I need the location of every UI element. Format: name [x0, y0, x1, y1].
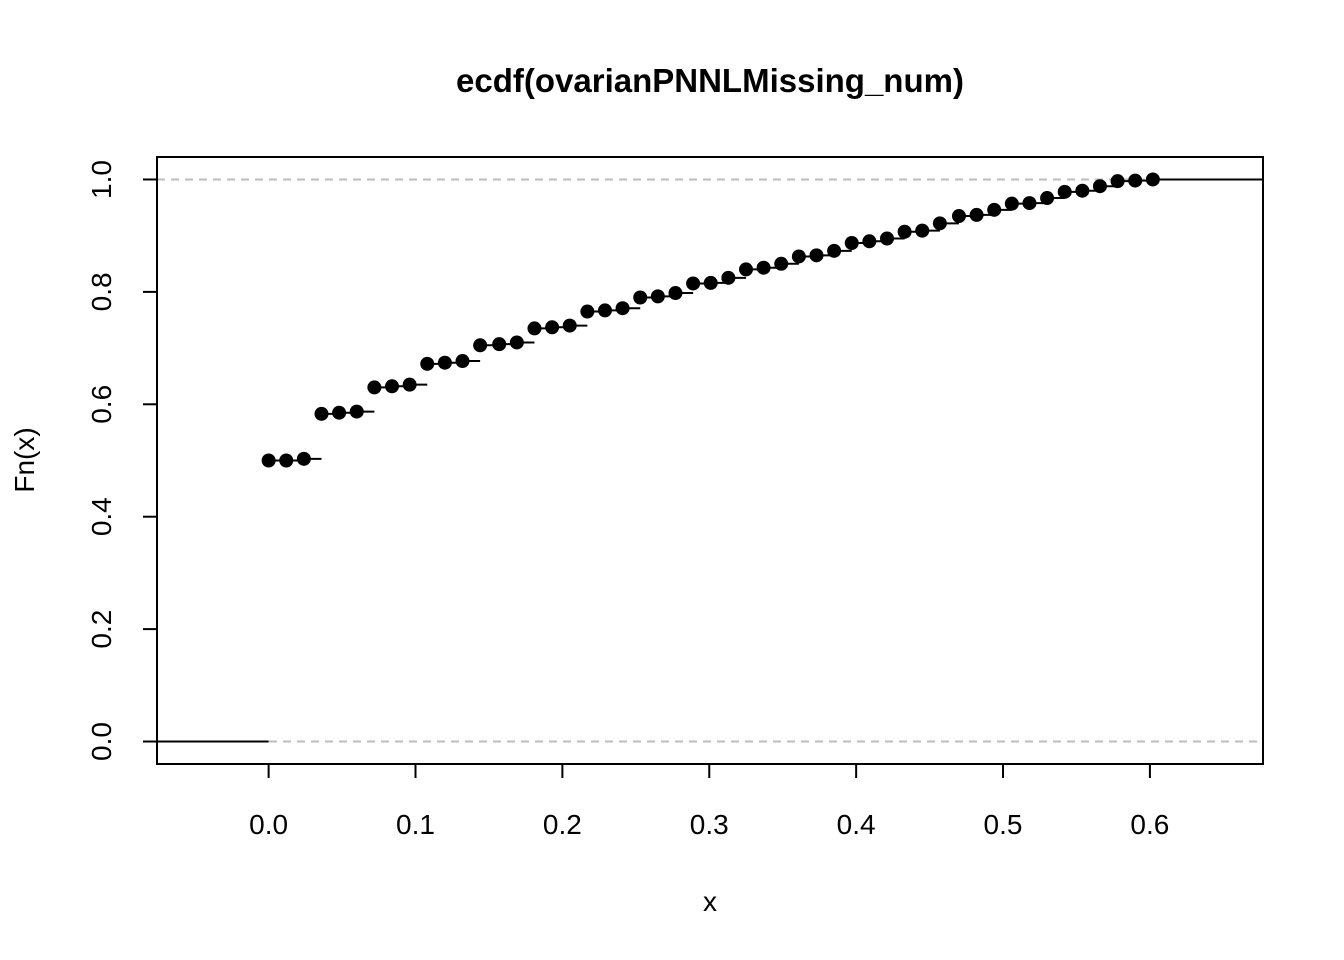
data-point — [809, 248, 824, 263]
data-point — [686, 276, 701, 291]
data-point — [951, 209, 966, 224]
data-point — [580, 304, 595, 319]
data-point — [261, 453, 276, 468]
y-tick-label: 0.6 — [86, 385, 117, 424]
ecdf-points — [261, 172, 1160, 468]
data-point — [455, 354, 470, 369]
data-point — [527, 321, 542, 336]
data-point — [633, 290, 648, 305]
data-point — [296, 451, 311, 466]
data-point — [827, 243, 842, 258]
x-axis: 0.0 0.1 0.2 0.3 0.4 0.5 0.6 — [249, 763, 1169, 840]
data-point — [1004, 196, 1019, 211]
data-point — [791, 249, 806, 264]
data-point — [650, 289, 665, 304]
data-point — [509, 335, 524, 350]
x-tick-label: 0.2 — [543, 809, 582, 840]
x-tick-label: 0.5 — [984, 809, 1023, 840]
y-tick-label: 0.8 — [86, 272, 117, 311]
data-point — [1092, 179, 1107, 194]
data-point — [668, 286, 683, 301]
data-point — [879, 231, 894, 246]
data-point — [738, 262, 753, 277]
y-tick-label: 1.0 — [86, 160, 117, 199]
data-point — [703, 275, 718, 290]
x-tick-label: 0.3 — [690, 809, 729, 840]
data-point — [1110, 174, 1125, 189]
data-point — [349, 404, 364, 419]
data-point — [279, 453, 294, 468]
data-point — [897, 224, 912, 239]
chart-title: ecdf(ovarianPNNLMissing_num) — [456, 62, 964, 99]
x-tick-label: 0.0 — [249, 809, 288, 840]
data-point — [987, 202, 1002, 217]
data-point — [756, 260, 771, 275]
data-point — [915, 223, 930, 238]
data-point — [402, 377, 417, 392]
y-tick-label: 0.4 — [86, 497, 117, 536]
data-point — [473, 338, 488, 353]
data-point — [420, 356, 435, 371]
data-point — [1040, 191, 1055, 206]
data-point — [844, 235, 859, 250]
y-axis-label: Fn(x) — [9, 427, 40, 492]
data-point — [1145, 172, 1160, 187]
x-tick-label: 0.4 — [837, 809, 876, 840]
y-tick-label: 0.0 — [86, 722, 117, 761]
data-point — [862, 234, 877, 249]
y-tick-label: 0.2 — [86, 610, 117, 649]
data-point — [1128, 173, 1143, 188]
data-point — [774, 256, 789, 271]
data-point — [932, 216, 947, 231]
data-point — [367, 380, 382, 395]
data-point — [437, 355, 452, 370]
data-point — [562, 318, 577, 333]
data-point — [492, 337, 507, 352]
data-point — [1057, 184, 1072, 199]
plot-frame — [156, 156, 1264, 765]
data-point — [545, 320, 560, 335]
data-point — [385, 379, 400, 394]
reference-lines — [157, 178, 1263, 743]
data-point — [314, 406, 329, 421]
data-point — [1022, 196, 1037, 211]
ecdf-steps — [157, 178, 1263, 743]
data-point — [969, 207, 984, 222]
data-point — [721, 270, 736, 285]
data-point — [615, 301, 630, 316]
y-axis: 0.0 0.2 0.4 0.6 0.8 1.0 — [86, 160, 157, 761]
data-point — [332, 405, 347, 420]
x-tick-label: 0.6 — [1130, 809, 1169, 840]
data-point — [597, 303, 612, 318]
x-tick-label: 0.1 — [396, 809, 435, 840]
data-point — [1075, 183, 1090, 198]
x-axis-label: x — [703, 886, 717, 917]
